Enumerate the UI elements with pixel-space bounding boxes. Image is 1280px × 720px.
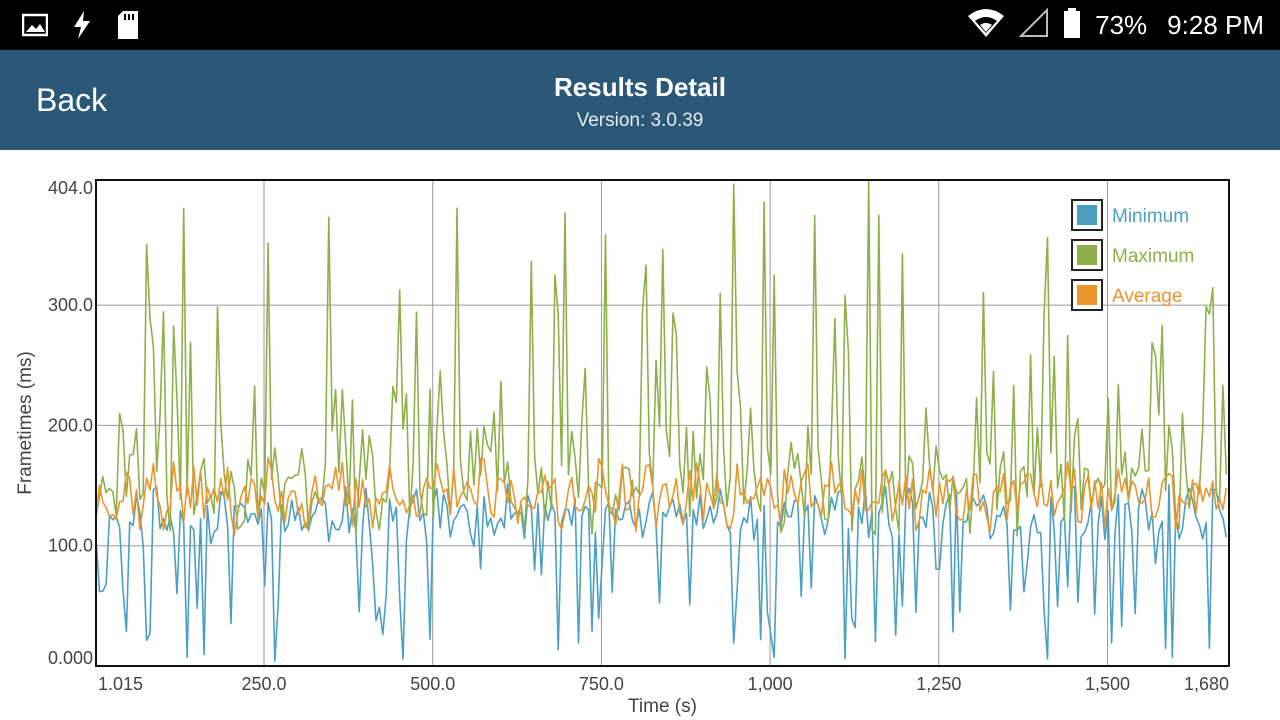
legend-label-average: Average (1112, 286, 1182, 307)
legend-label-maximum: Maximum (1112, 246, 1194, 267)
battery-percent: 73% (1095, 10, 1148, 40)
legend-swatch-fill (1077, 285, 1097, 305)
series-line-minimum (95, 482, 1228, 662)
sd-card-icon (116, 10, 140, 45)
version-label: Version: 3.0.39 (576, 110, 704, 131)
frametimes-chart: 1.015 250.0 500.0 750.0 1,000 1,250 1,500 1,680… (15, 178, 1230, 717)
plot-frame (95, 179, 1230, 667)
y-tick-label: 0.000 (48, 648, 93, 668)
y-tick-label: 404.0 (48, 178, 93, 198)
x-axis-label: Time (s) (628, 696, 697, 717)
x-tick-label: 1.015 (98, 674, 143, 694)
x-tick-label: 1,680 (1184, 674, 1229, 694)
series-line-maximum (95, 180, 1228, 537)
legend-label-minimum: Minimum (1112, 206, 1189, 227)
app-bar: Back Results Detail Version: 3.0.39 (0, 50, 1280, 150)
y-tick-label: 300.0 (48, 295, 93, 315)
chart-axes: 1.015 250.0 500.0 750.0 1,000 1,250 1,500 1,680… (15, 178, 1230, 717)
series-line-average (95, 456, 1228, 536)
y-tick-label: 200.0 (48, 415, 93, 435)
status-bar: 73% 9:28 PM (0, 0, 1280, 50)
back-button[interactable]: Back (36, 82, 108, 118)
clock-time: 9:28 PM (1167, 10, 1264, 40)
x-tick-label: 1,000 (748, 674, 793, 694)
x-tick-label: 250.0 (241, 674, 286, 694)
x-tick-label: 1,250 (916, 674, 961, 694)
battery-icon (1063, 8, 1081, 43)
no-signal-icon (1018, 7, 1049, 43)
chart-series (95, 180, 1228, 662)
x-tick-label: 750.0 (579, 674, 624, 694)
wifi-icon (967, 8, 1005, 43)
y-axis-label: Frametimes (ms) (15, 351, 36, 495)
legend-swatch-fill (1077, 245, 1097, 265)
chart-legend: Minimum Maximum Average (1071, 199, 1194, 311)
image-icon (21, 13, 49, 42)
x-tick-label: 1,500 (1085, 674, 1130, 694)
flash-icon (72, 10, 92, 45)
x-tick-label: 500.0 (410, 674, 455, 694)
page-title: Results Detail (554, 72, 726, 102)
y-tick-label: 100.0 (48, 536, 93, 556)
legend-swatch-fill (1077, 205, 1097, 225)
